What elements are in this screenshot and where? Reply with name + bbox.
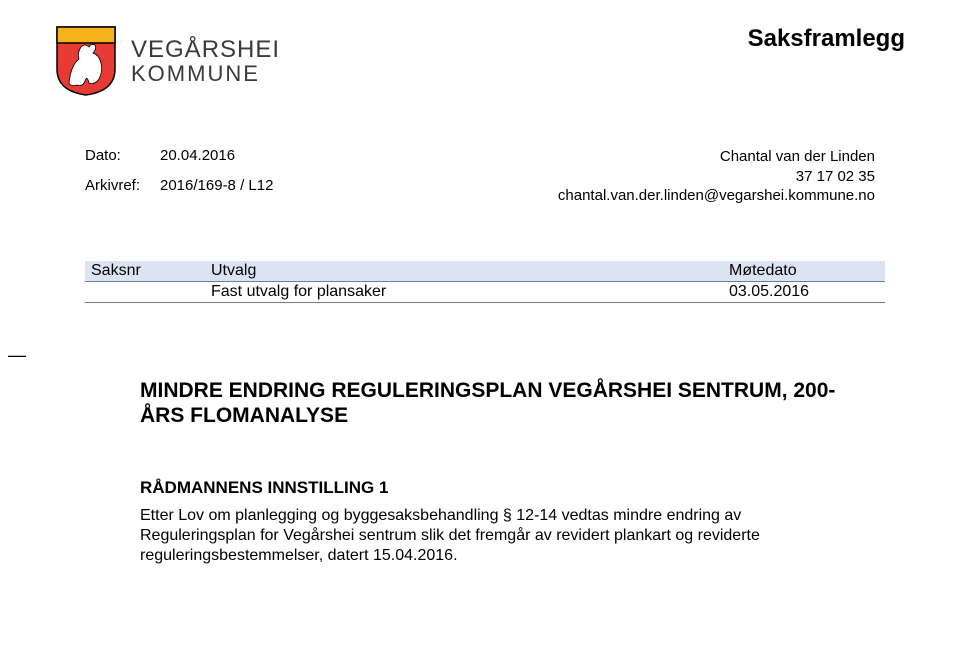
document-title: Saksframlegg xyxy=(748,25,905,53)
cell-motedato: 03.05.2016 xyxy=(729,283,879,301)
meta-block: Dato: 20.04.2016 Arkivref: 2016/169-8 / … xyxy=(55,147,905,206)
arkivref-value: 2016/169-8 / L12 xyxy=(160,177,273,205)
dato-value: 20.04.2016 xyxy=(160,147,273,175)
logo-line1: VEGÅRSHEI xyxy=(131,37,280,62)
header: VEGÅRSHEI KOMMUNE Saksframlegg xyxy=(55,25,905,97)
municipality-shield-icon xyxy=(55,25,117,97)
cell-utvalg: Fast utvalg for plansaker xyxy=(211,283,729,301)
meta-left: Dato: 20.04.2016 Arkivref: 2016/169-8 / … xyxy=(85,147,273,206)
logo-block: VEGÅRSHEI KOMMUNE xyxy=(55,25,280,97)
logo-line2: KOMMUNE xyxy=(131,62,280,85)
arkivref-label: Arkivref: xyxy=(85,177,160,205)
contact-name: Chantal van der Linden xyxy=(558,147,875,167)
meta-right: Chantal van der Linden 37 17 02 35 chant… xyxy=(558,147,875,206)
col-saksnr: Saksnr xyxy=(91,262,211,280)
body-paragraph: Etter Lov om planlegging og byggesaksbeh… xyxy=(140,506,845,566)
contact-phone: 37 17 02 35 xyxy=(558,167,875,187)
subheading: RÅDMANNENS INNSTILLING 1 xyxy=(140,478,875,498)
meeting-table: Saksnr Utvalg Møtedato Fast utvalg for p… xyxy=(85,261,885,303)
main-title: MINDRE ENDRING REGULERINGSPLAN VEGÅRSHEI… xyxy=(140,378,875,428)
col-utvalg: Utvalg xyxy=(211,262,729,280)
contact-email: chantal.van.der.linden@vegarshei.kommune… xyxy=(558,186,875,206)
table-header-row: Saksnr Utvalg Møtedato xyxy=(85,261,885,282)
cell-saksnr xyxy=(91,283,211,301)
dato-label: Dato: xyxy=(85,147,160,175)
col-motedato: Møtedato xyxy=(729,262,879,280)
margin-dash-icon: — xyxy=(8,345,26,366)
logo-text: VEGÅRSHEI KOMMUNE xyxy=(131,37,280,85)
table-row: Fast utvalg for plansaker 03.05.2016 xyxy=(85,282,885,303)
